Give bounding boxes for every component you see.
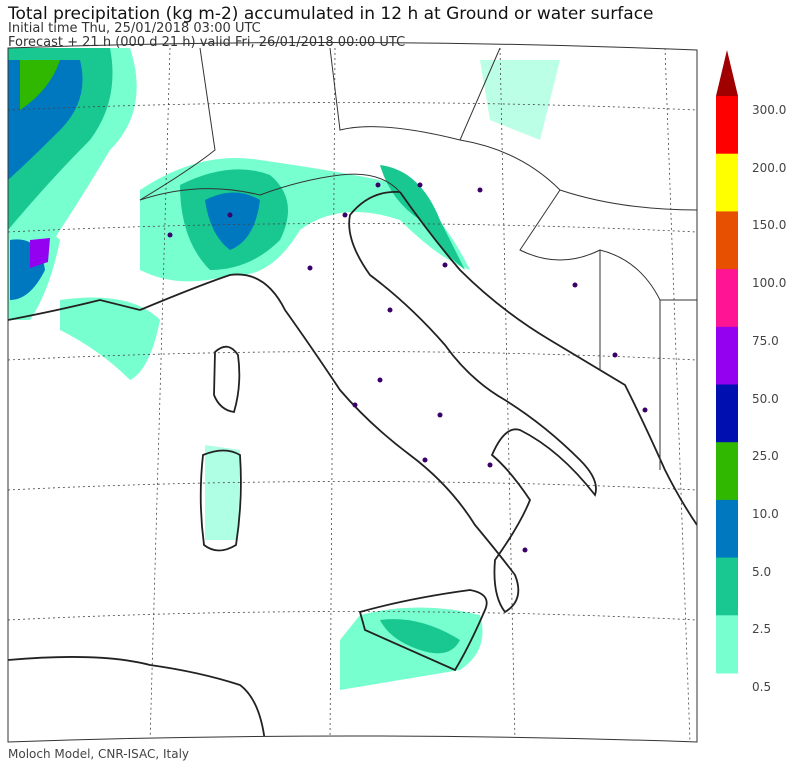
legend-swatch [716, 211, 738, 270]
graticule [8, 47, 697, 742]
model-credit: Moloch Model, CNR-ISAC, Italy [8, 747, 190, 761]
map-frame [7, 41, 698, 743]
legend-swatch [716, 384, 738, 443]
initial-time: Initial time Thu, 25/01/2018 03:00 UTC [8, 21, 261, 36]
legend-label: 2.5 [752, 622, 772, 637]
legend-label: 5.0 [752, 564, 772, 579]
legend-swatch [716, 326, 738, 385]
legend-label: 0.5 [752, 680, 772, 694]
legend-swatch [716, 615, 738, 674]
legend-swatch [716, 96, 738, 155]
legend-label: 100.0 [752, 276, 787, 291]
legend-swatch [716, 269, 738, 328]
precip-field [8, 48, 560, 690]
coastlines [8, 191, 697, 742]
legend-swatch [716, 499, 738, 559]
legend-swatch [716, 557, 738, 616]
forecast-valid-time: Forecast + 21 h (000 d 21 h) valid Fri, … [8, 35, 406, 50]
station-dots [167, 182, 648, 553]
legend-label: 75.0 [752, 333, 779, 348]
legend-label: 300.0 [752, 103, 787, 117]
borders [139, 47, 697, 470]
map-title: Total precipitation (kg m-2) accumulated… [8, 4, 654, 24]
legend-label: 10.0 [752, 506, 779, 521]
legend-swatch [716, 442, 738, 501]
legend-label: 50.0 [752, 391, 779, 406]
legend-overflow-arrow [716, 50, 738, 96]
map-area [8, 47, 697, 742]
legend-label: 150.0 [752, 218, 787, 233]
legend-label: 200.0 [752, 160, 787, 175]
color-legend [716, 50, 738, 674]
legend-label: 25.0 [752, 449, 779, 464]
legend-swatch [716, 153, 738, 212]
